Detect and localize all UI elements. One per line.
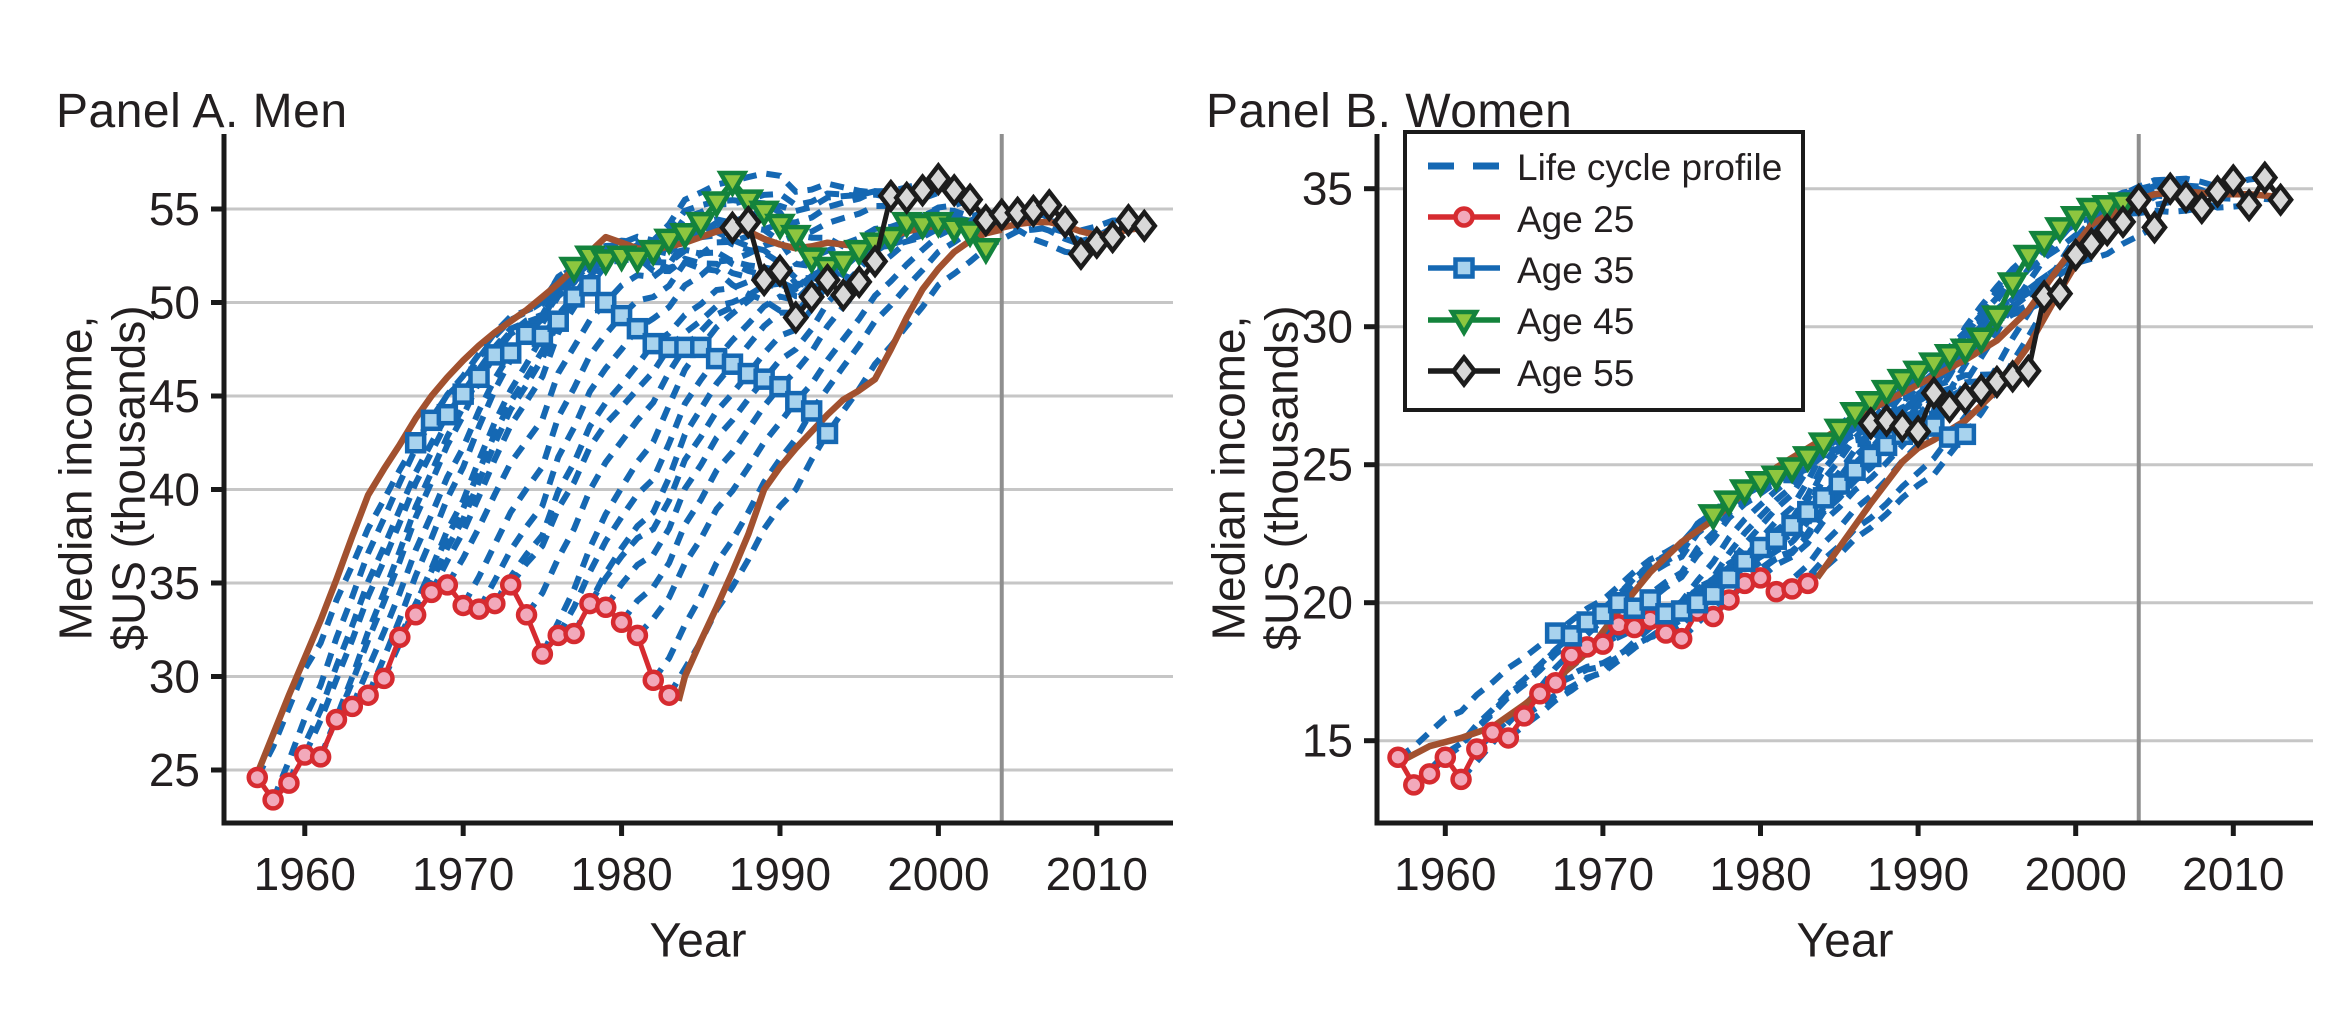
- x-tick-label: 1970: [412, 848, 514, 900]
- y-tick-label: 40: [149, 464, 200, 516]
- series-age-45: [558, 170, 1002, 284]
- panel-a-y-axis-label-line1: Median income,: [49, 315, 102, 641]
- y-tick-label: 20: [1302, 577, 1353, 629]
- panel-b-plot: 15 20 25 30 35 1960 1970 1980 1990 2000 2010: [1302, 134, 2313, 900]
- x-tick-label: 1980: [570, 848, 672, 900]
- x-tick-label: 1960: [1394, 848, 1496, 900]
- y-tick-label: 15: [1302, 715, 1353, 767]
- series-age-55: [719, 161, 1158, 335]
- panel-b-y-axis-label: Median income, $US (thousands): [1203, 128, 1310, 828]
- x-tick-label: 2010: [2182, 848, 2284, 900]
- panel-b-title: Panel B. Women: [1206, 85, 1573, 138]
- y-tick-label: 25: [149, 744, 200, 796]
- x-tick-label: 1960: [254, 848, 356, 900]
- legend-item-life-cycle-profile: Life cycle profile: [1425, 147, 1801, 189]
- y-tick-label: 25: [1302, 439, 1353, 491]
- panel-a-title: Panel A. Men: [56, 85, 348, 138]
- x-tick-label: 1990: [729, 848, 831, 900]
- panel-b-y-axis-label-line2: $US (thousands): [1256, 305, 1308, 651]
- y-tick-label: 55: [149, 183, 200, 235]
- x-tick-label: 1970: [1552, 848, 1654, 900]
- legend-item-age-25: Age 25: [1425, 199, 1801, 241]
- y-tick-label: 35: [149, 557, 200, 609]
- panel-a-y-axis-label: Median income, $US (thousands): [50, 128, 157, 828]
- series-age-25: [246, 574, 680, 811]
- x-tick-label: 2000: [2025, 848, 2127, 900]
- series-age-55: [1857, 160, 2294, 449]
- y-tick-label: 30: [149, 651, 200, 703]
- x-tick-label: 2010: [1046, 848, 1148, 900]
- dashed-line-icon: [1425, 148, 1503, 189]
- panel-a-plot: 25 30 35 40 45 50 55 1960 1970 1980 1990 2000 2010: [149, 134, 1173, 900]
- life-cycle-profile-lines: [254, 170, 1145, 802]
- series-age-45: [1697, 192, 2139, 532]
- x-tick-label: 1980: [1709, 848, 1811, 900]
- legend-item-age-55: Age 55: [1425, 353, 1801, 395]
- panel-b-y-axis-label-line1: Median income,: [1202, 315, 1255, 641]
- panel-a-y-axis-label-line2: $US (thousands): [103, 305, 155, 651]
- panel-b-x-axis-label: Year: [1796, 914, 1894, 968]
- triangle-marker-icon: [1425, 302, 1503, 343]
- y-tick-label: 30: [1302, 301, 1353, 353]
- legend-item-age-35: Age 35: [1425, 250, 1801, 292]
- diamond-marker-icon: [1425, 353, 1503, 394]
- y-tick-label: 45: [149, 370, 200, 422]
- panel-a-x-axis-label: Year: [649, 914, 747, 968]
- x-tick-label: 2000: [887, 848, 989, 900]
- square-marker-icon: [1425, 250, 1503, 291]
- y-tick-label: 50: [149, 277, 200, 329]
- envelope-lower-line: [675, 226, 1003, 702]
- series-age-35: [404, 274, 839, 454]
- legend-item-age-45: Age 45: [1425, 301, 1801, 343]
- circle-marker-icon: [1425, 199, 1503, 240]
- series-age-35: [1544, 415, 1977, 647]
- y-tick-label: 35: [1302, 163, 1353, 215]
- x-tick-label: 1990: [1867, 848, 1969, 900]
- legend: Life cycle profile Age 25 Age 35 Age 45 …: [1403, 130, 1805, 412]
